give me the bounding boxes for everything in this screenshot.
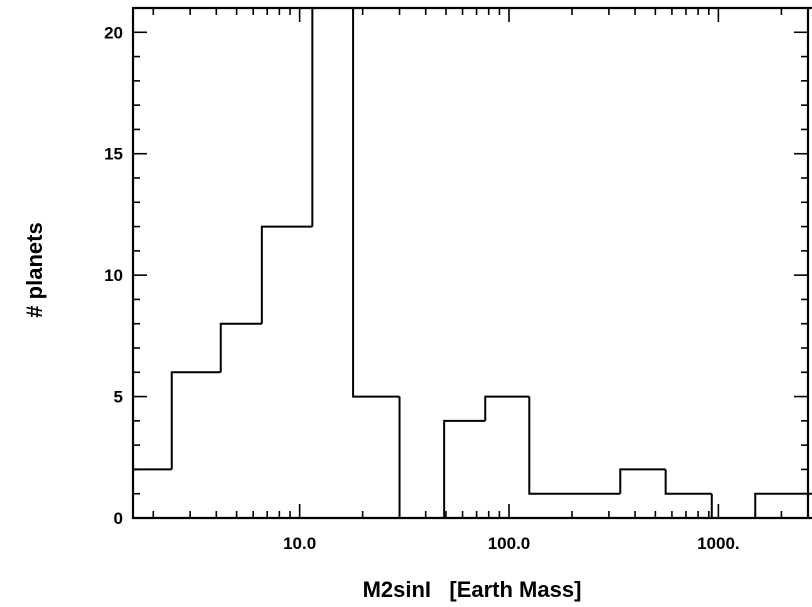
y-axis-tick-labels: 0 5 10 15 20 (104, 23, 123, 528)
y-tick-label: 10 (104, 266, 123, 285)
y-axis-title: # planets (22, 222, 47, 317)
x-axis-ticks (152, 8, 783, 518)
histogram-bin (619, 468, 666, 494)
plot-frame (131, 6, 812, 520)
histogram-bin (443, 419, 486, 518)
y-axis-ticks (133, 7, 808, 519)
histogram-bin (664, 469, 712, 495)
x-axis-tick-labels: 10.0 100.0 1000. (283, 534, 740, 553)
histogram-bin (398, 396, 445, 519)
histogram-bin (528, 396, 621, 495)
histogram-bins (133, 7, 812, 519)
histogram-bin (260, 225, 313, 324)
histogram-bin (710, 493, 756, 519)
y-tick-label: 20 (104, 23, 123, 42)
y-tick-label: 15 (104, 145, 123, 164)
x-tick-label: 10.0 (283, 534, 316, 553)
histogram-bin (484, 395, 530, 421)
histogram-bin (311, 7, 354, 227)
histogram-bin (219, 322, 262, 373)
histogram-bin (754, 492, 812, 518)
x-tick-label: 1000. (697, 534, 740, 553)
y-tick-label: 0 (114, 509, 123, 528)
x-tick-label: 100.0 (488, 534, 531, 553)
histogram-bin (352, 8, 400, 398)
plot-border (131, 6, 812, 520)
y-tick-label: 5 (114, 388, 123, 407)
histogram-bin (170, 371, 221, 470)
x-axis-title: M2sinI [Earth Mass] (363, 577, 582, 602)
